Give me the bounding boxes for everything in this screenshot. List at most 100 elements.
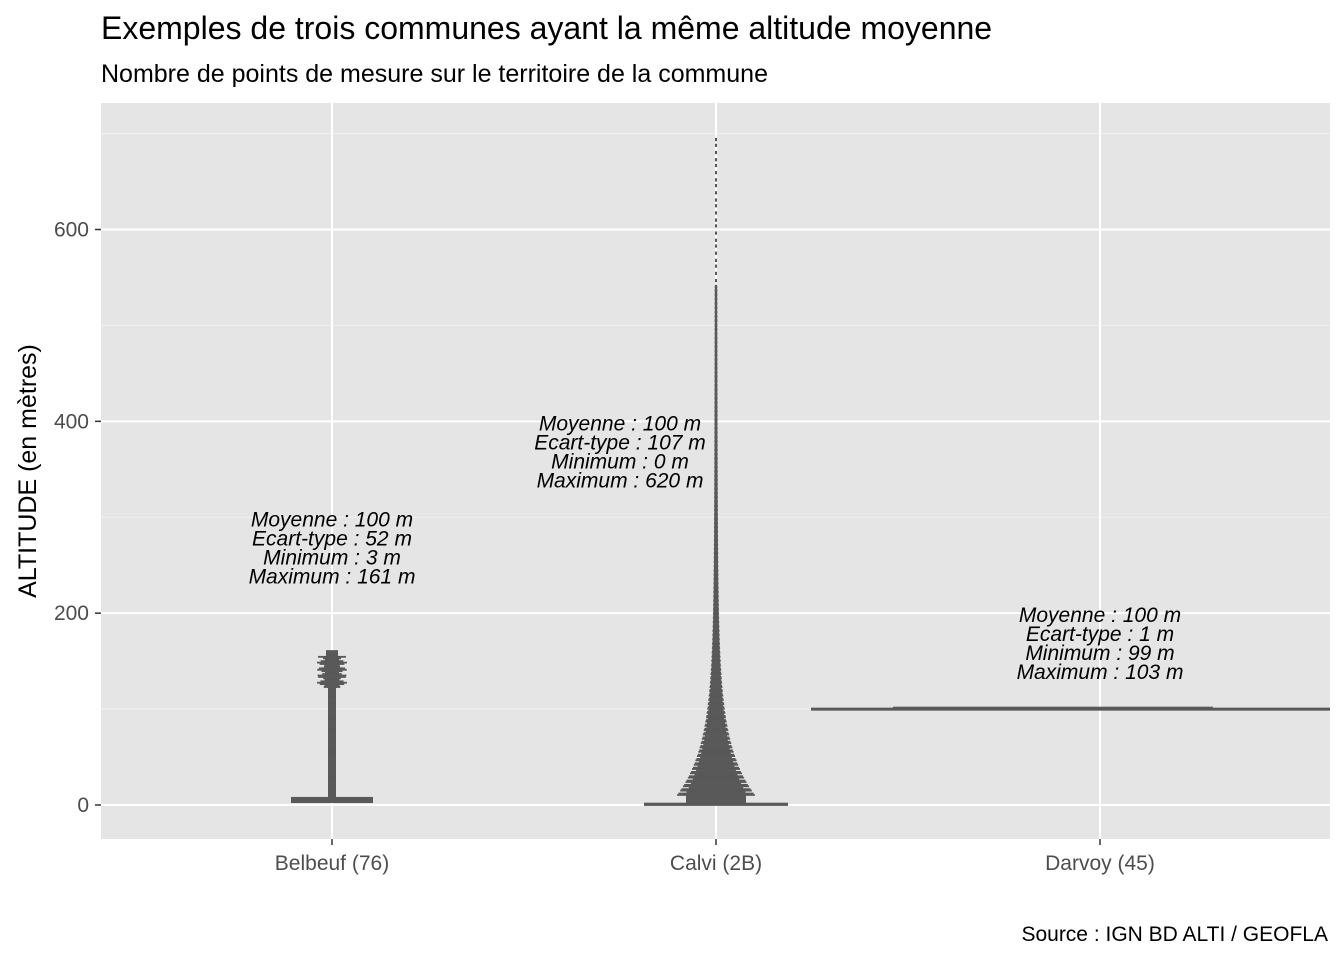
dot-row — [705, 720, 727, 723]
dot-row — [714, 425, 718, 428]
dot-row — [714, 335, 718, 337]
dot-row — [713, 601, 719, 604]
dot-row — [677, 794, 755, 796]
dot-group — [644, 137, 788, 806]
dot-row — [328, 782, 336, 785]
dot-row — [687, 776, 745, 779]
dot-row — [328, 712, 336, 714]
x-tick-label: Calvi (2B) — [670, 852, 762, 875]
dot-row — [713, 586, 719, 589]
dot-row — [714, 407, 718, 409]
dot-row — [715, 231, 717, 234]
dot-row — [712, 650, 720, 652]
dot-row — [709, 700, 723, 703]
dot-row — [709, 704, 723, 707]
dot-row — [715, 280, 717, 283]
annotation-line: Moyenne : 100 m — [1019, 604, 1181, 627]
dot-row — [710, 691, 722, 694]
dot-row — [714, 432, 718, 435]
dot-row — [291, 796, 373, 799]
dot-row — [328, 742, 336, 745]
dot-row — [714, 546, 718, 549]
dot-row — [714, 523, 718, 526]
annotation-line: Maximum : 161 m — [249, 565, 416, 588]
dot-row — [712, 638, 720, 641]
chart-caption: Source : IGN BD ALTI / GEOFLA — [1021, 923, 1328, 946]
dot-row — [714, 463, 718, 465]
dot-row — [713, 543, 719, 546]
dot-row — [697, 753, 735, 756]
dot-row — [714, 396, 718, 399]
x-tick-label: Belbeuf (76) — [275, 852, 389, 875]
dot-row — [712, 641, 720, 644]
dot-row — [328, 727, 336, 730]
dot-row — [714, 532, 718, 534]
dot-row — [698, 750, 734, 753]
dot-row — [714, 378, 718, 381]
dot-row — [710, 680, 722, 683]
dot-row — [328, 749, 336, 752]
dot-row — [714, 529, 718, 532]
dot-row — [714, 408, 718, 411]
dot-row — [703, 732, 729, 734]
dot-row — [714, 418, 718, 421]
dot-row — [328, 785, 336, 788]
dot-row — [690, 782, 742, 785]
dot-row — [328, 760, 336, 763]
dot-row — [714, 484, 718, 487]
dot-row — [688, 786, 744, 789]
dot-row — [704, 739, 728, 742]
dot-row — [715, 271, 717, 274]
dot-row — [328, 795, 336, 798]
dot-row — [715, 171, 717, 173]
dot-row — [714, 342, 718, 345]
dot-row — [712, 631, 720, 634]
dot-row — [714, 323, 718, 326]
dot-row — [328, 762, 336, 765]
dot-row — [714, 392, 718, 395]
dot-row — [714, 372, 718, 375]
dot-row — [680, 789, 752, 792]
dot-row — [328, 773, 336, 776]
dot-row — [714, 522, 718, 524]
dot-row — [328, 791, 336, 793]
dot-row — [713, 591, 719, 593]
dot-row — [328, 690, 336, 693]
dot-row — [328, 776, 336, 779]
dot-row — [714, 424, 718, 427]
dot-row — [714, 496, 718, 499]
dot-row — [328, 781, 336, 783]
dot-row — [714, 457, 718, 460]
dot-row — [712, 640, 720, 642]
dot-row — [713, 588, 719, 591]
dot-row — [686, 798, 746, 801]
dot-row — [715, 240, 717, 242]
dot-row — [715, 224, 717, 227]
dot-row — [715, 150, 717, 153]
dot-row — [328, 735, 336, 737]
dot-row — [709, 681, 723, 684]
dot-row — [714, 435, 718, 438]
dot-row — [328, 704, 336, 707]
dot-row — [714, 490, 718, 493]
dot-row — [711, 661, 721, 664]
dot-row — [708, 709, 724, 711]
dot-row — [328, 789, 336, 792]
dot-row — [714, 491, 718, 494]
dot-row — [714, 474, 718, 477]
dot-row — [323, 657, 341, 660]
dot-row — [715, 238, 717, 241]
dot-row — [702, 747, 730, 750]
dot-row — [714, 519, 718, 522]
dot-row — [713, 622, 719, 625]
dot-row — [695, 759, 737, 762]
dot-row — [686, 801, 746, 804]
dot-row — [328, 755, 336, 757]
dot-row — [711, 658, 721, 661]
dot-row — [715, 211, 717, 214]
dot-row — [694, 762, 738, 765]
dot-row — [686, 791, 746, 793]
dot-row — [714, 402, 718, 405]
dot-row — [714, 316, 718, 319]
dot-row — [714, 527, 718, 530]
